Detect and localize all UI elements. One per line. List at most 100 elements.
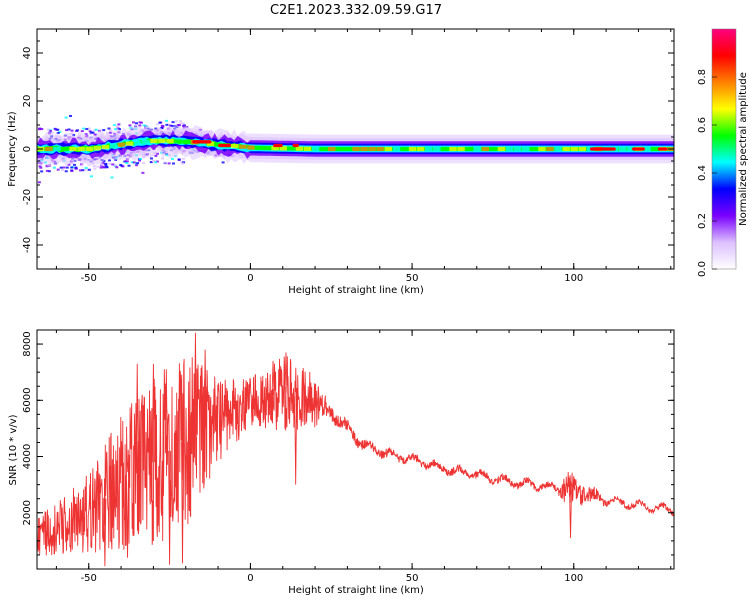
spectrogram-speckle (154, 154, 158, 157)
colorbar: 0.0 0.2 0.4 0.6 0.8 Normalized spectral ampl… (697, 28, 749, 277)
spectrogram-speckle (150, 157, 154, 160)
snr-ytick-label: 6000 (22, 388, 33, 413)
snr-xtick-label: 0 (247, 573, 253, 584)
spectrogram-speckle (47, 170, 51, 173)
spectrogram-speckle (84, 168, 88, 171)
spectrogram-speckle (80, 130, 84, 133)
spectrogram-cell (247, 145, 255, 150)
spectrogram-speckle (108, 131, 112, 134)
snr-spike (316, 386, 320, 405)
spectrogram-speckle (111, 163, 115, 166)
spectrogram-speckle (67, 128, 71, 131)
spectrogram-speckle (125, 162, 129, 165)
spectrogram-speckle (109, 129, 113, 132)
spectrogram-speckle (117, 123, 121, 126)
spectrogram-speckle (174, 120, 178, 123)
spectrogram-cell (425, 146, 433, 152)
spectrogram-speckle (69, 114, 73, 117)
spectrogram-speckle (138, 124, 142, 127)
spectrogram-speckle (58, 130, 62, 133)
spectrogram-speckle (38, 165, 42, 168)
spectrogram-speckle (154, 127, 158, 130)
spectrogram-speckle (96, 165, 100, 168)
spectrogram-speckle (47, 163, 51, 166)
spectrogram-speckle (89, 175, 93, 178)
spectrogram-cell (231, 143, 239, 149)
spectrogram-cell (416, 146, 425, 152)
spectrogram-cell (489, 146, 498, 152)
spectrogram-speckle (52, 166, 56, 169)
spectrogram-ytick-label: -20 (22, 189, 33, 205)
spectrogram-cell (117, 142, 126, 147)
spectrogram-speckle (101, 164, 105, 167)
spectrogram-speckle (116, 125, 120, 128)
spectrogram-speckle (136, 162, 140, 165)
spectrogram-speckle (84, 133, 88, 136)
spectrogram-cell (376, 146, 384, 152)
snr-spike (151, 363, 155, 463)
spectrogram-cell (69, 146, 77, 152)
spectrogram-peak (589, 147, 616, 151)
spectrogram-cell (457, 146, 465, 152)
spectrogram-speckle (141, 171, 145, 174)
spectrogram-speckle (89, 131, 93, 134)
spectrogram-speckle (56, 128, 60, 131)
spectrogram-speckle (170, 125, 174, 128)
spectrogram-speckle (102, 166, 106, 169)
spectrogram-speckle (114, 128, 118, 131)
snr-ticks: -50 0 50 100 2000 4000 6000 8000 (22, 329, 674, 584)
spectrogram-cell (352, 146, 360, 152)
spectrogram-cell (142, 139, 150, 145)
snr-spike (126, 480, 129, 558)
spectrogram-speckle (45, 164, 49, 167)
spectrogram-speckle (112, 124, 116, 127)
spectrogram-speckle (64, 116, 68, 119)
spectrogram-peak (273, 143, 283, 148)
spectrogram-speckle (88, 133, 92, 136)
spectrogram-speckle (168, 124, 172, 127)
spectrogram-xtick-label: 0 (247, 273, 253, 284)
spectrogram-cell (538, 146, 546, 152)
spectrogram-speckle (85, 128, 89, 131)
spectrogram-cell (61, 146, 69, 152)
spectrogram-peak (292, 143, 299, 148)
spectrogram-speckle (102, 129, 106, 132)
spectrogram-speckle (82, 127, 86, 130)
spectrogram-cell (522, 146, 530, 152)
spectrogram-speckle (181, 122, 185, 125)
spectrogram-cell (384, 146, 393, 152)
spectrogram-speckle (171, 162, 175, 165)
spectrogram-speckle (91, 131, 95, 134)
spectrogram-speckle (59, 166, 63, 169)
snr-series-line (37, 356, 674, 556)
snr-spike (194, 332, 197, 434)
spectrogram-speckle (138, 159, 142, 162)
spectrogram-cell (271, 146, 279, 151)
spectrogram-cell (570, 146, 578, 152)
colorbar-tick-label: 0.6 (697, 117, 708, 133)
snr-ylabel: SNR (10 * v/v) (8, 414, 19, 485)
snr-spike (569, 489, 572, 539)
spectrogram-cell (166, 138, 174, 144)
spectrogram-ylabel: Frequency (Hz) (7, 111, 18, 187)
spectrogram-speckle (155, 160, 159, 163)
spectrogram-speckle (179, 122, 183, 125)
spectrogram-marks (37, 114, 674, 184)
snr-spike (135, 363, 139, 474)
snr-ytick-label: 8000 (22, 331, 33, 356)
spectrogram-speckle (72, 163, 76, 166)
snr-frame (36, 329, 675, 570)
spectrogram-ytick-label: 20 (22, 95, 33, 108)
spectrogram-cell (360, 146, 368, 152)
spectrogram-speckle (135, 122, 139, 125)
spectrogram-speckle (161, 157, 165, 160)
colorbar-label: Normalized spectral amplitude (738, 72, 749, 226)
spectrogram-cell (643, 146, 651, 152)
colorbar-ticks: 0.0 0.2 0.4 0.6 0.8 (697, 69, 717, 277)
spectrogram-speckle (113, 164, 117, 167)
spectrogram-speckle (107, 159, 111, 162)
spectrogram-cell (174, 139, 182, 144)
snr-ytick-label: 4000 (22, 444, 33, 469)
spectrogram-cell (497, 146, 506, 152)
